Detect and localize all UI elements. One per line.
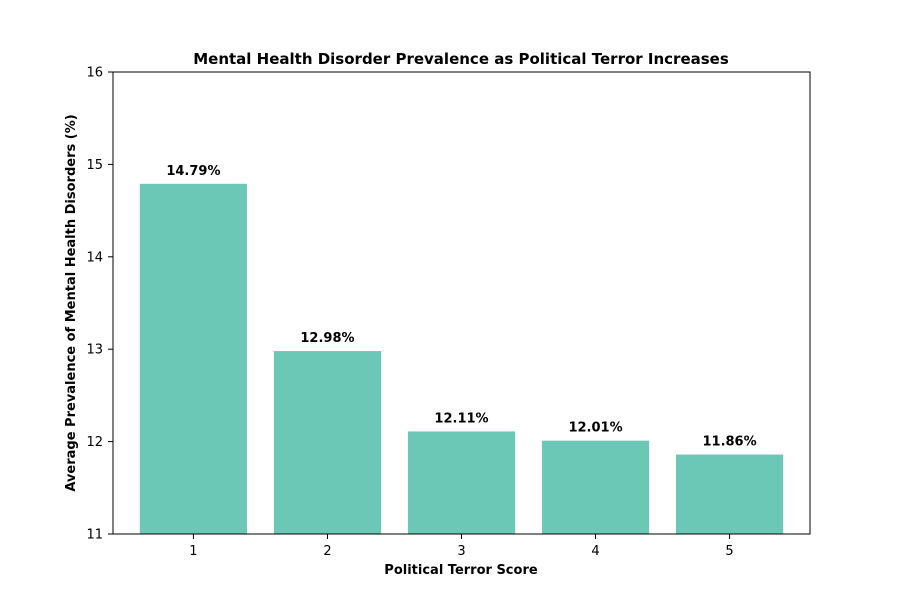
- bar-3: [407, 431, 516, 534]
- bars-group: [139, 183, 784, 534]
- bar-2: [273, 351, 382, 534]
- x-axis: 1 2 3 4 5: [189, 534, 734, 559]
- chart-title: Mental Health Disorder Prevalence as Pol…: [193, 50, 729, 68]
- data-label-5: 11.86%: [702, 435, 756, 450]
- y-tick-label-14: 14: [86, 250, 103, 265]
- x-axis-label: Political Terror Score: [384, 563, 538, 578]
- x-tick-label-4: 4: [591, 544, 599, 559]
- data-labels-group: 14.79% 12.98% 12.11% 12.01% 11.86%: [166, 164, 756, 450]
- y-axis: 11 12 13 14 15 16: [86, 66, 113, 543]
- y-axis-label: Average Prevalence of Mental Health Diso…: [64, 114, 79, 491]
- x-tick-label-3: 3: [457, 544, 465, 559]
- bar-5: [675, 454, 784, 534]
- x-tick-label-5: 5: [725, 544, 733, 559]
- y-tick-label-15: 15: [86, 158, 103, 173]
- x-tick-label-1: 1: [189, 544, 197, 559]
- data-label-2: 12.98%: [300, 331, 354, 346]
- data-label-4: 12.01%: [568, 421, 622, 436]
- y-tick-label-13: 13: [86, 343, 103, 358]
- bar-1: [139, 183, 248, 534]
- data-label-1: 14.79%: [166, 164, 220, 179]
- bar-4: [541, 440, 650, 534]
- y-tick-label-16: 16: [86, 66, 103, 81]
- data-label-3: 12.11%: [434, 411, 488, 426]
- x-tick-label-2: 2: [323, 544, 331, 559]
- y-tick-label-11: 11: [86, 528, 103, 543]
- y-tick-label-12: 12: [86, 435, 103, 450]
